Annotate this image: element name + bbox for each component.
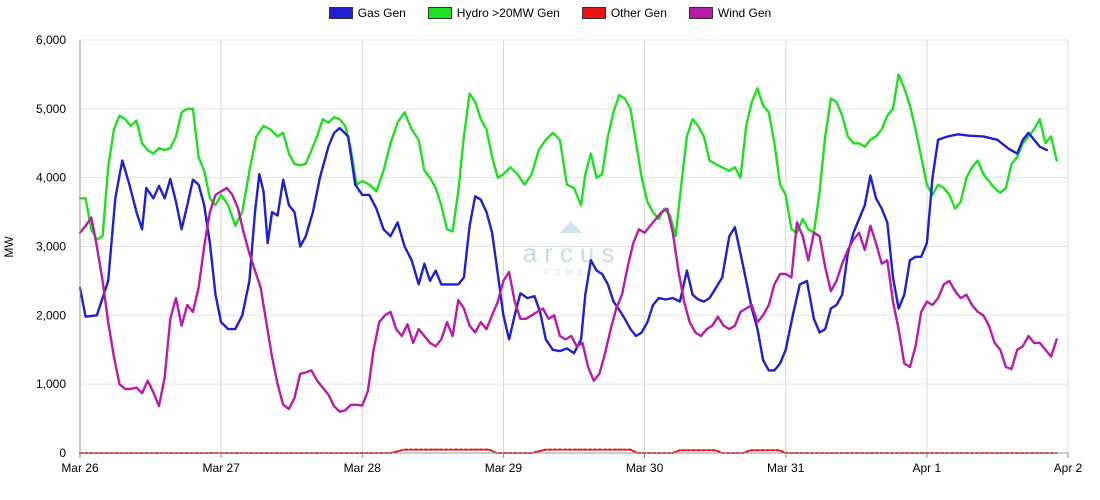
series-line-wind-gen xyxy=(78,186,1058,413)
legend-item-gas[interactable]: Gas Gen xyxy=(328,6,406,20)
series-line-other-gen xyxy=(79,448,1058,454)
legend-label-hydro: Hydro >20MW Gen xyxy=(456,6,560,20)
watermark-subtext: POWER xyxy=(544,268,599,277)
x-tick-label: Mar 30 xyxy=(626,461,664,475)
y-tick-label: 4,000 xyxy=(36,171,66,185)
x-tick-label: Apr 2 xyxy=(1054,461,1083,475)
legend-item-wind[interactable]: Wind Gen xyxy=(688,6,772,20)
legend: Gas Gen Hydro >20MW Gen Other Gen Wind G… xyxy=(0,6,1100,20)
legend-item-other[interactable]: Other Gen xyxy=(581,6,667,20)
watermark-text: arcus xyxy=(523,238,622,268)
legend-label-wind: Wind Gen xyxy=(717,6,772,20)
watermark: arcus POWER xyxy=(523,221,622,277)
y-axis-label: MW xyxy=(2,236,16,258)
legend-label-gas: Gas Gen xyxy=(357,6,406,20)
watermark-triangle-icon xyxy=(560,221,582,233)
x-tick-label: Mar 28 xyxy=(344,461,382,475)
legend-swatch-wind xyxy=(688,7,713,19)
y-tick-label: 1,000 xyxy=(36,377,66,391)
y-tick-label: 5,000 xyxy=(36,102,66,116)
legend-label-other: Other Gen xyxy=(610,6,667,20)
axes: 0 1,000 2,000 3,000 4,000 5,000 6,000 Mar 26 Mar… xyxy=(36,33,1083,475)
x-tick-label: Mar 31 xyxy=(767,461,805,475)
series-layer xyxy=(78,73,1058,454)
legend-swatch-gas xyxy=(328,7,353,19)
y-tick-label: 0 xyxy=(59,446,66,460)
x-tick-label: Mar 29 xyxy=(485,461,523,475)
y-tick-label: 3,000 xyxy=(36,240,66,254)
series-line-gas-gen xyxy=(78,126,1049,372)
y-tick-label: 6,000 xyxy=(36,33,66,47)
grid xyxy=(79,39,1069,454)
x-tick-label: Mar 26 xyxy=(61,461,99,475)
legend-item-hydro[interactable]: Hydro >20MW Gen xyxy=(427,6,560,20)
legend-swatch-other xyxy=(581,7,606,19)
x-tick-label: Mar 27 xyxy=(202,461,240,475)
series-line-hydro-20mw-gen xyxy=(78,73,1058,241)
legend-swatch-hydro xyxy=(427,7,452,19)
x-tick-label: Apr 1 xyxy=(913,461,942,475)
y-tick-label: 2,000 xyxy=(36,308,66,322)
